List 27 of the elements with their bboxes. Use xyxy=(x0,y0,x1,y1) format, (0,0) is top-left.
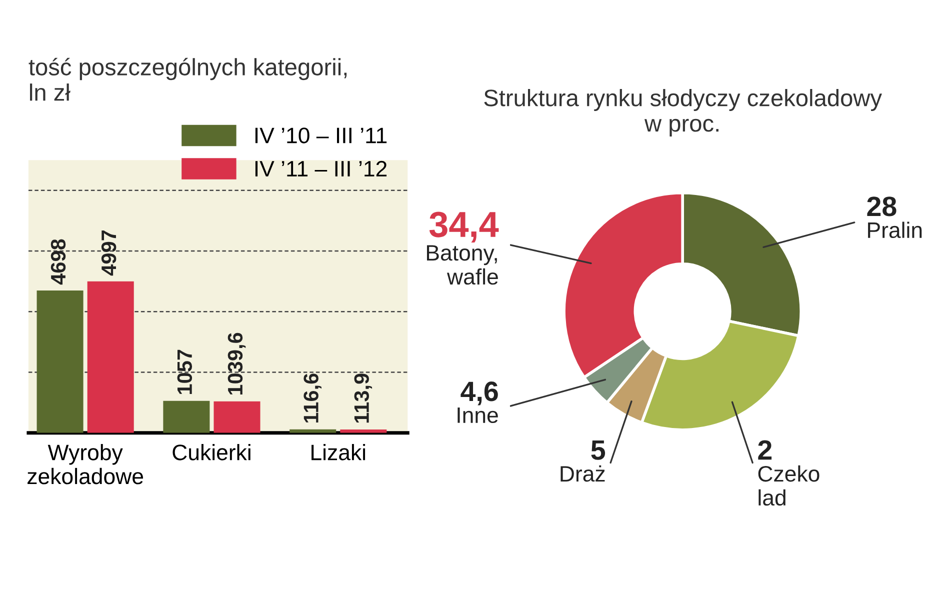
chart-title: Struktura rynku słodyczy czekoladowy w proc. xyxy=(484,89,882,136)
slice-label: Batony, wafle xyxy=(426,245,498,285)
text: 5 xyxy=(591,440,606,460)
chart-title: tość poszczególnych kategorii, ln zł xyxy=(28,58,347,101)
x-tick-label: Wyroby zekoladowe xyxy=(28,444,144,484)
data-label: 4,6 xyxy=(460,382,498,406)
x-tick-label: Cukierki xyxy=(172,444,250,460)
text: 2 xyxy=(758,440,772,460)
data-label: 34,4 xyxy=(429,212,499,243)
bar xyxy=(163,400,210,433)
slice-label: Draż xyxy=(560,465,605,482)
data-label: 116,6 xyxy=(304,374,322,422)
x-tick-label: Lizaki xyxy=(312,444,366,460)
bar xyxy=(87,281,134,433)
slice-label: Czeko lad xyxy=(758,465,820,506)
data-label: 113,9 xyxy=(354,374,372,423)
data-label: 1057 xyxy=(177,350,192,394)
data-label: 1039,6 xyxy=(228,332,246,395)
legend-label: IV ’11 – III ’12 xyxy=(255,160,387,176)
slice-label: Inne xyxy=(458,408,498,424)
slice-label: Pralin xyxy=(868,222,922,238)
bar xyxy=(36,290,84,433)
legend-label: IV ’10 – III ’11 xyxy=(255,128,387,144)
bar xyxy=(214,401,260,433)
text: 28 xyxy=(867,196,896,216)
data-label: 4698 xyxy=(50,239,66,285)
data-label: 4997 xyxy=(101,230,116,276)
